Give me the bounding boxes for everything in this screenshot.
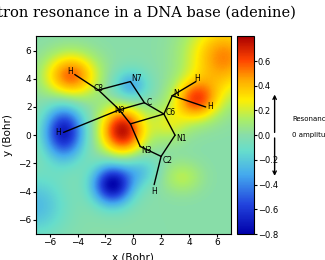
Text: C2: C2 (162, 156, 173, 165)
Text: N1: N1 (176, 134, 187, 143)
Text: Resonance: Resonance (292, 116, 325, 122)
Text: C: C (147, 98, 152, 107)
Text: H: H (55, 128, 61, 137)
Text: H: H (207, 102, 213, 112)
Text: N7: N7 (131, 74, 142, 82)
Text: N: N (173, 89, 179, 98)
Text: H: H (151, 187, 157, 196)
Text: N9: N9 (114, 106, 125, 115)
Y-axis label: y (Bohr): y (Bohr) (3, 114, 13, 156)
Text: C8: C8 (94, 84, 104, 93)
X-axis label: x (Bohr): x (Bohr) (112, 253, 154, 260)
Text: C6: C6 (165, 108, 176, 117)
Text: Electron resonance in a DNA base (adenine): Electron resonance in a DNA base (adenin… (0, 5, 295, 19)
Text: 0 amplitude: 0 amplitude (292, 132, 325, 138)
Text: N3: N3 (142, 146, 152, 155)
Text: H: H (194, 74, 200, 83)
Text: H: H (68, 67, 73, 76)
